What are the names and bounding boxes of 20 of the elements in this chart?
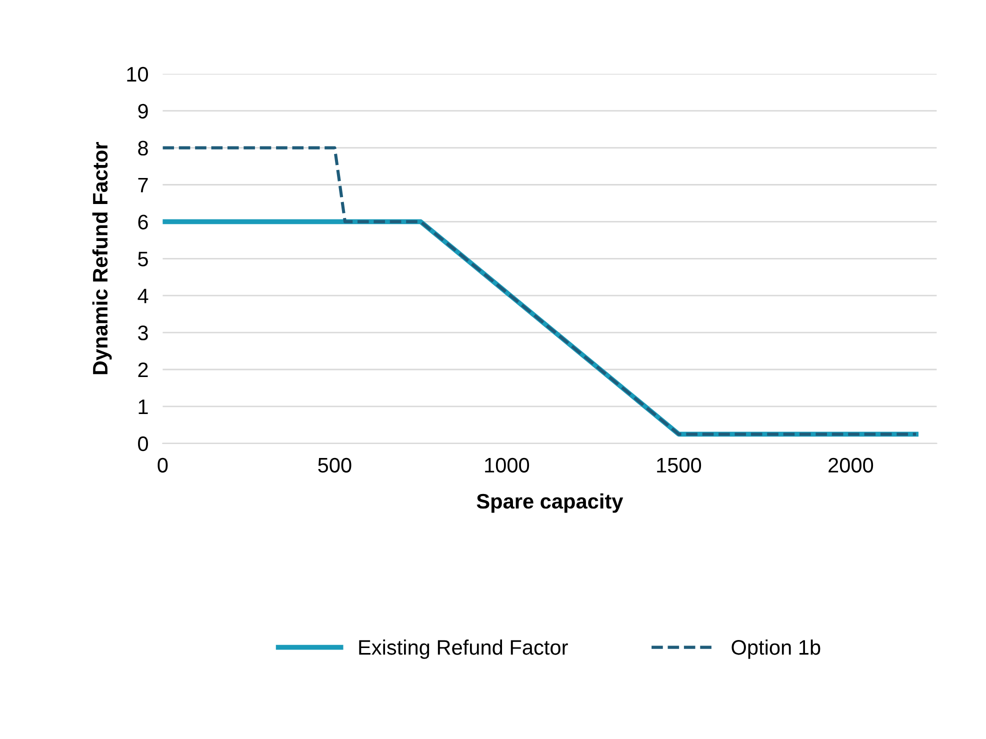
y-tick-label: 7 <box>138 178 148 192</box>
y-tick-label: 6 <box>138 214 148 230</box>
x-tick-label: 1500 <box>657 458 702 473</box>
legend-label: Option 1b <box>732 640 820 659</box>
x-tick-label: 500 <box>318 458 352 473</box>
y-tick-label: 10 <box>127 66 148 82</box>
legend-label: Existing Refund Factor <box>359 640 568 659</box>
y-tick-label: 8 <box>138 140 148 156</box>
y-tick-label: 0 <box>138 436 148 452</box>
x-tick-label: 0 <box>158 458 168 473</box>
y-tick-label: 4 <box>138 288 148 304</box>
y-tick-label: 1 <box>138 400 148 414</box>
y-tick-label: 5 <box>138 252 148 266</box>
y-tick-label: 3 <box>138 326 148 340</box>
x-axis-title: Spare capacity <box>476 493 624 513</box>
x-tick-label: 2000 <box>828 458 874 473</box>
y-tick-label: 9 <box>138 104 148 119</box>
y-tick-label: 2 <box>138 362 148 378</box>
x-tick-label: 1000 <box>485 458 530 473</box>
y-axis-title: Dynamic Refund Factor <box>92 142 112 374</box>
